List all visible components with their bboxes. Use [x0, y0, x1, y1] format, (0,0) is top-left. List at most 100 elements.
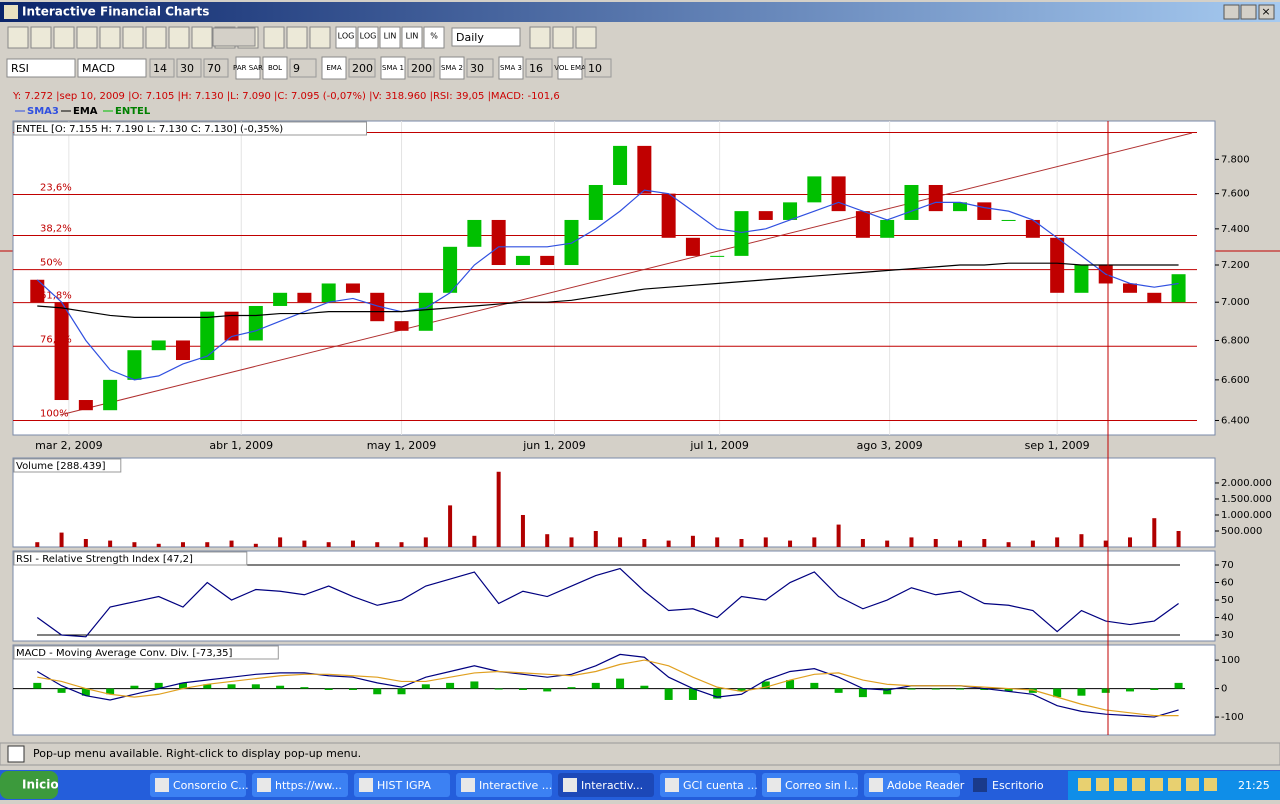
volume-bar [690, 535, 695, 547]
tool-button[interactable] [145, 26, 167, 49]
candle [30, 279, 45, 303]
histogram-bar [203, 684, 212, 689]
candle [685, 237, 700, 256]
maximize[interactable] [1240, 4, 1257, 20]
close[interactable] [1258, 4, 1275, 20]
indicator-combo[interactable] [77, 58, 147, 78]
tool-button[interactable] [53, 26, 75, 49]
indicator-input[interactable] [289, 58, 317, 78]
tool-button[interactable] [30, 26, 52, 49]
candle [297, 292, 312, 303]
task-button[interactable] [558, 773, 654, 797]
tray-icon[interactable] [1114, 778, 1127, 791]
volume-bar [933, 538, 938, 547]
indicator-input[interactable] [584, 58, 612, 78]
desktop-icon[interactable] [973, 778, 987, 792]
indicator-label: SMA 3 [500, 64, 522, 72]
volume-bar [229, 540, 234, 547]
indicator-button[interactable] [262, 56, 288, 80]
candle [370, 292, 385, 322]
panel-title: RSI - Relative Strength Index [47,2] [16, 554, 193, 565]
indicator-input[interactable] [407, 58, 435, 78]
panel-title-box [13, 121, 367, 136]
histogram-bar [591, 682, 600, 689]
indicator-button[interactable] [235, 56, 261, 80]
histogram-bar [1028, 688, 1037, 693]
volume-bar [1152, 518, 1157, 547]
candle [321, 283, 336, 303]
task-button[interactable] [354, 773, 450, 797]
close-x: × [1261, 5, 1270, 18]
indicator-input[interactable] [466, 58, 494, 78]
indicator-label: SMA 1 [382, 64, 404, 72]
x-tick-label: jun 1, 2009 [522, 439, 585, 452]
tray-icon[interactable] [1096, 778, 1109, 791]
start-button[interactable] [0, 771, 58, 799]
tool-button[interactable] [263, 26, 285, 49]
tool-button[interactable] [575, 26, 597, 49]
param-input[interactable] [149, 58, 175, 78]
indicator-input[interactable] [348, 58, 376, 78]
indicator-button[interactable] [321, 56, 347, 80]
indicator-input[interactable] [525, 58, 553, 78]
candle [515, 255, 530, 266]
task-icon [359, 778, 373, 792]
scale-button[interactable] [335, 26, 357, 49]
scale-button[interactable] [401, 26, 423, 49]
indicator-button[interactable] [439, 56, 465, 80]
tray-icon[interactable] [1132, 778, 1145, 791]
candle [855, 211, 870, 238]
task-button[interactable] [762, 773, 858, 797]
interval-combo[interactable] [451, 27, 521, 47]
tool-button[interactable] [286, 26, 308, 49]
tray-icon[interactable] [1168, 778, 1181, 791]
volume-bar [278, 537, 283, 547]
y-tick-label: 0 [1221, 684, 1227, 695]
indicator-button[interactable] [557, 56, 583, 80]
tray-icon[interactable] [1186, 778, 1199, 791]
scale-button[interactable] [357, 26, 379, 49]
histogram-bar [786, 680, 795, 689]
tool-button[interactable] [99, 26, 121, 49]
y-tick-label: 2.000.000 [1221, 478, 1272, 489]
clock: 21:25 [1238, 779, 1270, 792]
histogram-bar [57, 688, 66, 693]
tool-button[interactable] [191, 26, 213, 49]
y-tick-label: 40 [1221, 613, 1234, 624]
task-button[interactable] [252, 773, 348, 797]
tool-button[interactable] [309, 26, 331, 49]
desktop-label: Escritorio [992, 779, 1044, 792]
scale-button[interactable] [379, 26, 401, 49]
indicator-combo[interactable] [6, 58, 76, 78]
candle [710, 255, 725, 257]
tool-button[interactable] [529, 26, 551, 49]
candle [151, 340, 166, 351]
tool-button[interactable] [7, 26, 29, 49]
histogram-bar [907, 688, 916, 690]
tool-button[interactable] [76, 26, 98, 49]
task-label: https://ww... [275, 779, 342, 792]
task-button[interactable] [150, 773, 246, 797]
tool-button[interactable] [552, 26, 574, 49]
scale-button[interactable] [423, 26, 445, 49]
volume-bar [496, 471, 501, 547]
indicator-button[interactable] [380, 56, 406, 80]
combo[interactable] [212, 27, 256, 47]
panel [12, 457, 1216, 548]
indicator-button[interactable] [498, 56, 524, 80]
tray-icon[interactable] [1078, 778, 1091, 791]
task-button[interactable] [456, 773, 552, 797]
candle [200, 311, 215, 361]
tray-icon[interactable] [1204, 778, 1217, 791]
param-input[interactable] [203, 58, 229, 78]
minimize[interactable] [1223, 4, 1240, 20]
task-button[interactable] [660, 773, 756, 797]
volume-bar [156, 543, 161, 547]
task-button[interactable] [864, 773, 960, 797]
tool-button[interactable] [122, 26, 144, 49]
status-bar [0, 742, 1280, 766]
param-input[interactable] [176, 58, 202, 78]
tray-icon[interactable] [1150, 778, 1163, 791]
tool-button[interactable] [168, 26, 190, 49]
